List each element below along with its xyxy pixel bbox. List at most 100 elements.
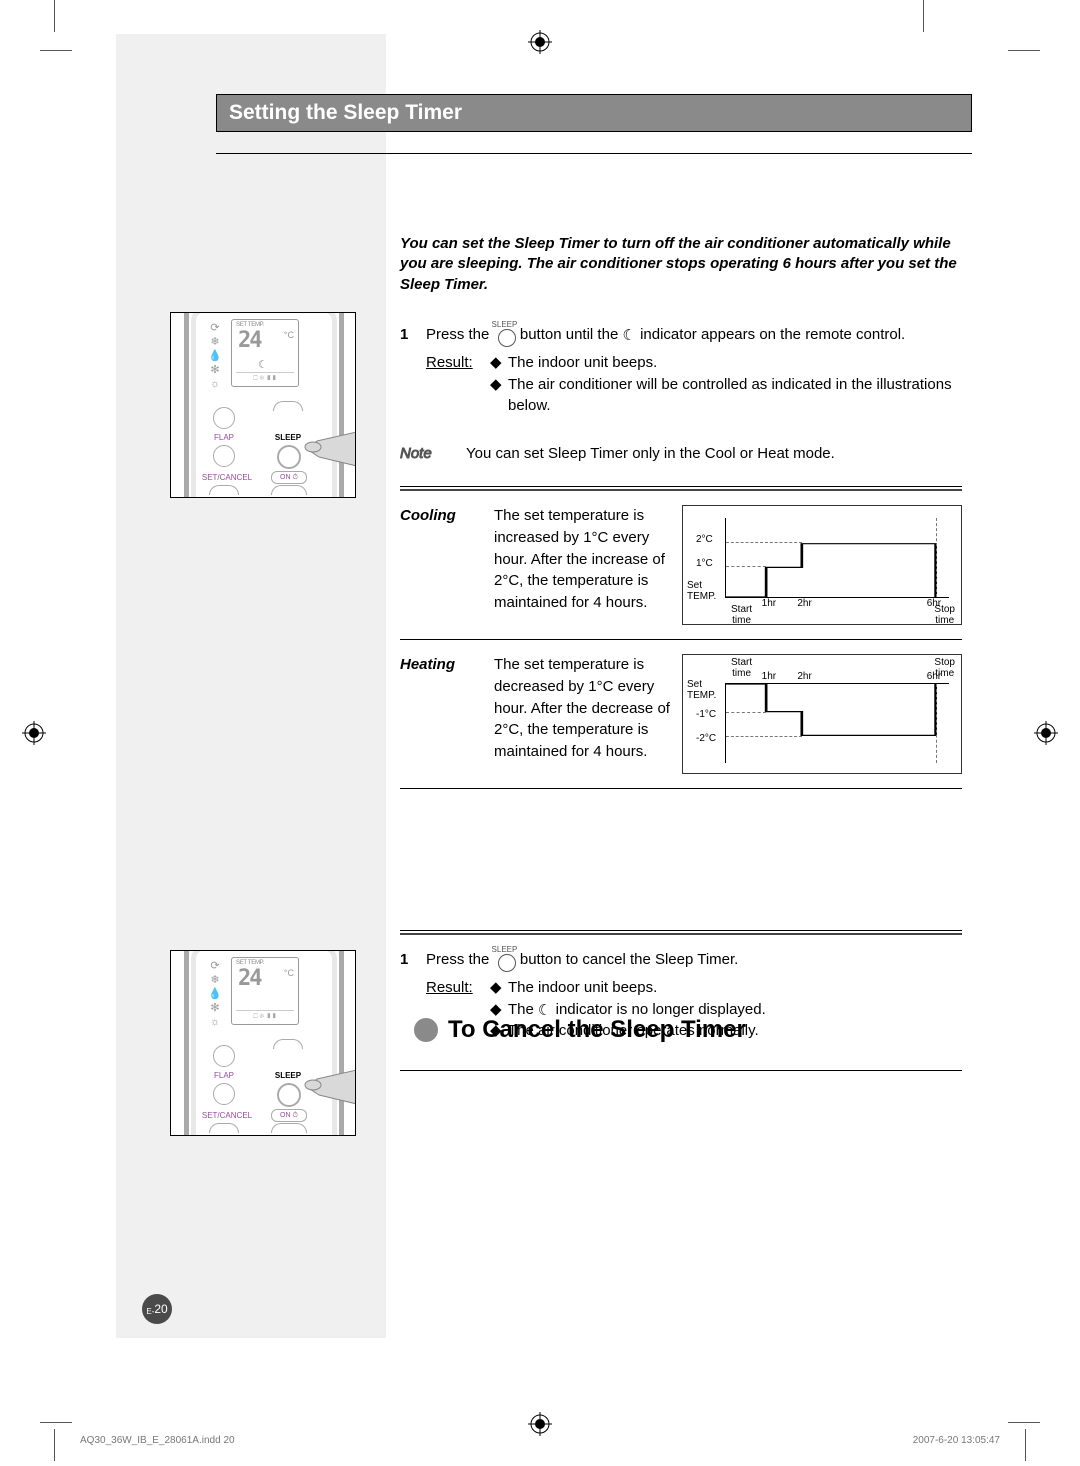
diamond-icon: ◆	[490, 352, 508, 374]
sleep-label: SLEEP	[271, 433, 305, 442]
heating-row: Heating The set temperature is decreased…	[400, 654, 962, 774]
registration-mark-icon	[528, 1412, 552, 1436]
remote-illustration: ⟳ ❄ 💧 ✻ ☼ SET TEMP. 24 °C ☾ ⎕ ❄ ▮▮ FLAP …	[170, 312, 356, 498]
step-text: button to cancel the Sleep Timer.	[520, 951, 738, 968]
crop-mark	[40, 0, 924, 37]
note-text: You can set Sleep Timer only in the Cool…	[466, 445, 835, 462]
cooling-row: Cooling The set temperature is increased…	[400, 505, 962, 625]
chart-y-tick: -2°C	[696, 732, 716, 747]
mode-icons: ⟳ ❄ 💧 ✻ ☼	[205, 321, 225, 391]
chart-y-axis-label: SetTEMP.	[687, 580, 716, 602]
remote-button-arc	[273, 1039, 303, 1049]
instructions-section: 1 Press the SLEEP button until the ☾ ind…	[400, 324, 962, 791]
crop-mark	[1008, 1410, 1040, 1428]
cooling-text: The set temperature is increased by 1°C …	[494, 505, 682, 625]
flap-label: FLAP	[209, 1071, 239, 1080]
divider	[400, 486, 962, 487]
crop-mark	[1025, 1429, 1026, 1466]
sleep-button	[277, 1083, 301, 1107]
heating-label: Heating	[400, 654, 494, 774]
step-number: 1	[400, 324, 426, 417]
diamond-icon: ◆	[490, 977, 508, 999]
bullet-text: The air conditioner will be controlled a…	[508, 374, 962, 418]
chart-x-tick: 1hr	[762, 670, 776, 685]
diamond-icon: ◆	[490, 999, 508, 1021]
moon-icon: ☾	[258, 358, 268, 371]
step-text: button until the	[520, 326, 623, 343]
heating-text: The set temperature is decreased by 1°C …	[494, 654, 682, 774]
chart-y-tick: 2°C	[696, 533, 713, 548]
finger-pointer-icon	[301, 1061, 355, 1111]
page-title: Setting the Sleep Timer	[216, 94, 972, 132]
registration-mark-icon	[22, 721, 46, 745]
chart-x-tick: 1hr	[762, 597, 776, 612]
chart-x-tick: 6hr	[927, 670, 941, 685]
divider	[400, 1070, 962, 1071]
page-content: Setting the Sleep Timer You can set the …	[116, 34, 976, 1338]
crop-mark	[1008, 38, 1040, 56]
step-text: Press the	[426, 326, 494, 343]
flap-label: FLAP	[209, 433, 239, 442]
crop-mark	[40, 1410, 72, 1428]
sleep-label: SLEEP	[271, 1071, 305, 1080]
step-text: Press the	[426, 951, 494, 968]
cooling-label: Cooling	[400, 505, 494, 625]
button-icon	[498, 954, 516, 972]
divider	[400, 788, 962, 789]
bullet-text: The indoor unit beeps.	[508, 352, 657, 374]
button-icon	[498, 329, 516, 347]
remote-button	[213, 407, 235, 429]
remote-button	[213, 445, 235, 467]
remote-button-arc	[273, 401, 303, 411]
button-arc	[271, 485, 307, 495]
chart-start-label: Starttime	[731, 657, 752, 679]
divider	[400, 489, 962, 491]
lcd-display: SET TEMP. 24 °C ☾ ⎕ ❄ ▮▮	[231, 319, 299, 387]
button-arc	[271, 1123, 307, 1133]
footer: AQ30_36W_IB_E_28061A.indd 20 2007-6-20 1…	[80, 1435, 1000, 1446]
bullet-text: The indoor unit beeps.	[508, 977, 657, 999]
remote-button	[213, 1083, 235, 1105]
mode-icons: ⟳ ❄ 💧 ✻ ☼	[205, 959, 225, 1029]
footer-timestamp: 2007-6-20 13:05:47	[913, 1435, 1000, 1446]
note-label: Note Note	[400, 445, 466, 462]
bullet-text: The ☾ indicator is no longer displayed.	[508, 999, 766, 1021]
cooling-chart: SetTEMP. 1°C 2°C 1hr 2hr 6hr Starttime	[682, 505, 962, 625]
cancel-section: 1 Press the SLEEP button to cancel the S…	[400, 958, 962, 1073]
crop-mark	[40, 38, 72, 56]
finger-pointer-icon	[301, 423, 355, 473]
intro-text: You can set the Sleep Timer to turn off …	[400, 234, 962, 295]
step-number: 1	[400, 949, 426, 1042]
result-label: Result:	[426, 977, 490, 1042]
result-label: Result:	[426, 352, 490, 417]
divider	[400, 930, 962, 931]
moon-icon: ☾	[538, 1002, 551, 1019]
step-text: indicator appears on the remote control.	[640, 326, 905, 343]
lcd-display: SET TEMP. 24 °C ⎕ ❄ ▮▮	[231, 957, 299, 1025]
button-arc	[209, 485, 239, 495]
remote-button	[213, 1045, 235, 1067]
chart-x-tick: 2hr	[797, 670, 811, 685]
chart-y-axis-label: SetTEMP.	[687, 679, 716, 701]
diamond-icon: ◆	[490, 1020, 508, 1042]
divider	[216, 132, 972, 154]
chart-stop-label: Stoptime	[934, 604, 955, 626]
registration-mark-icon	[1034, 721, 1058, 745]
sleep-button	[277, 445, 301, 469]
chart-y-tick: -1°C	[696, 708, 716, 723]
set-cancel-label: SET/CANCEL	[197, 473, 257, 482]
chart-x-tick: 2hr	[797, 597, 811, 612]
chart-y-tick: 1°C	[696, 557, 713, 572]
chart-start-label: Starttime	[731, 604, 752, 626]
button-arc	[209, 1123, 239, 1133]
crop-mark	[54, 1429, 55, 1466]
diamond-icon: ◆	[490, 374, 508, 418]
heating-chart: SetTEMP. Starttime Stoptime -1°C -2°C 1h…	[682, 654, 962, 774]
footer-file: AQ30_36W_IB_E_28061A.indd 20	[80, 1435, 235, 1446]
page-number-badge: E-20	[142, 1294, 172, 1324]
moon-icon: ☾	[622, 327, 635, 344]
remote-illustration: ⟳ ❄ 💧 ✻ ☼ SET TEMP. 24 °C ⎕ ❄ ▮▮ FLAP SL…	[170, 950, 356, 1136]
set-cancel-label: SET/CANCEL	[197, 1111, 257, 1120]
divider	[400, 639, 962, 640]
divider	[400, 933, 962, 935]
